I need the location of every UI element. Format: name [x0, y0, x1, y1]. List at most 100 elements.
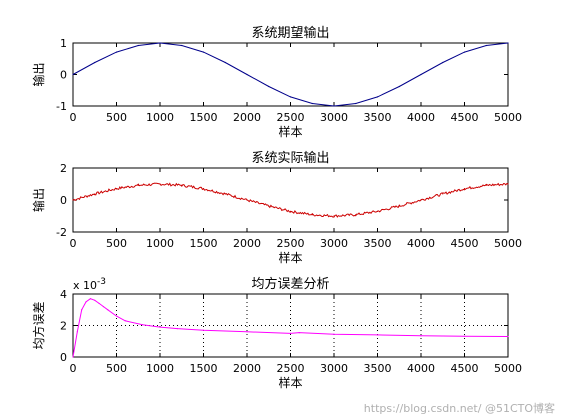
x-axis-label: 样本 [278, 375, 302, 390]
x-tick-label: 0 [70, 237, 77, 250]
x-tick-label: 3500 [364, 362, 392, 375]
watermark: https://blog.csdn.net/ @51CTO博客 [363, 402, 555, 415]
x-tick-label: 3000 [320, 237, 348, 250]
chart-title: 系统实际输出 [251, 150, 329, 166]
data-point [102, 306, 105, 308]
x-tick-label: 0 [70, 362, 77, 375]
data-point [289, 96, 292, 98]
data-point [181, 44, 183, 47]
data-point [89, 298, 91, 300]
data-point [246, 331, 248, 333]
x-tick-label: 1500 [190, 237, 218, 250]
data-point [115, 315, 118, 317]
data-point [202, 329, 205, 331]
x-tick-label: 1500 [190, 362, 218, 375]
data-point [159, 183, 161, 185]
data-point [98, 302, 100, 305]
data-point [181, 184, 183, 186]
x-tick-label: 4500 [451, 237, 479, 250]
x-tick-label: 3000 [320, 362, 348, 375]
x-tick-label: 4000 [407, 362, 435, 375]
y-axis-label: 均方误差 [31, 301, 46, 349]
x-tick-label: 2500 [277, 362, 305, 375]
x-tick-label: 2000 [233, 237, 261, 250]
x-tick-label: 1000 [146, 362, 174, 375]
data-point [463, 51, 466, 53]
data-point [115, 51, 118, 53]
data-point [76, 331, 78, 333]
y-axis-label: 输出 [31, 188, 46, 212]
data-point [94, 61, 96, 64]
y-tick-label: -2 [56, 226, 67, 239]
data-point [159, 42, 161, 44]
data-point [333, 105, 335, 107]
x-axis-label: 样本 [278, 124, 302, 139]
x-tick-label: 4000 [407, 237, 435, 250]
data-point [420, 199, 422, 201]
data-point [420, 335, 422, 337]
data-point [485, 44, 487, 47]
x-tick-label: 5000 [494, 362, 522, 375]
data-point [376, 96, 379, 98]
x-tick-label: 5000 [494, 111, 522, 124]
data-point [81, 309, 83, 311]
data-point [507, 183, 509, 185]
x-tick-label: 5000 [494, 237, 522, 250]
data-point [72, 73, 74, 76]
data-point [420, 73, 422, 76]
data-point [159, 326, 161, 328]
data-point [137, 44, 139, 47]
chart-title: 均方误差分析 [251, 276, 329, 292]
y-axis-exponent: x 10-3 [73, 277, 106, 292]
x-tick-label: 2500 [277, 111, 305, 124]
x-tick-label: 3500 [364, 111, 392, 124]
data-point [289, 210, 292, 212]
data-point [202, 188, 205, 190]
x-tick-label: 3000 [320, 111, 348, 124]
data-point [94, 299, 96, 301]
x-tick-label: 500 [106, 362, 127, 375]
data-point [311, 214, 313, 216]
data-point [137, 184, 139, 186]
data-point [124, 320, 126, 322]
data-point [333, 215, 335, 217]
x-tick-label: 3500 [364, 237, 392, 250]
data-point [289, 332, 292, 334]
data-point [398, 85, 400, 88]
plot-area-2 [72, 167, 509, 233]
data-point [268, 85, 270, 88]
x-tick-label: 2000 [233, 111, 261, 124]
x-axis-label: 样本 [278, 250, 302, 265]
data-point [268, 205, 270, 207]
data-point [224, 193, 226, 195]
plot-area-1 [72, 42, 509, 107]
x-tick-label: 1500 [190, 111, 218, 124]
data-point [176, 328, 178, 330]
data-point [507, 42, 509, 44]
x-tick-label: 500 [106, 237, 127, 250]
y-tick-label: 0 [60, 69, 67, 82]
x-tick-label: 1000 [146, 111, 174, 124]
data-point [355, 214, 357, 216]
y-tick-label: 0 [60, 194, 67, 207]
data-point [463, 188, 466, 190]
data-point [463, 335, 466, 337]
y-tick-label: -1 [56, 100, 67, 113]
x-tick-label: 2000 [233, 362, 261, 375]
data-point [246, 73, 248, 76]
x-tick-label: 4000 [407, 111, 435, 124]
data-point [246, 199, 248, 201]
data-point [72, 199, 74, 201]
x-tick-label: 0 [70, 111, 77, 124]
data-point [311, 102, 313, 105]
data-point [507, 335, 509, 338]
x-tick-label: 4500 [451, 111, 479, 124]
series-line-2 [72, 182, 509, 218]
data-point [224, 61, 226, 64]
y-tick-label: 2 [60, 320, 67, 333]
y-axis-label: 输出 [31, 62, 46, 86]
data-point [107, 309, 109, 311]
data-point [376, 210, 379, 212]
data-point [94, 193, 96, 195]
